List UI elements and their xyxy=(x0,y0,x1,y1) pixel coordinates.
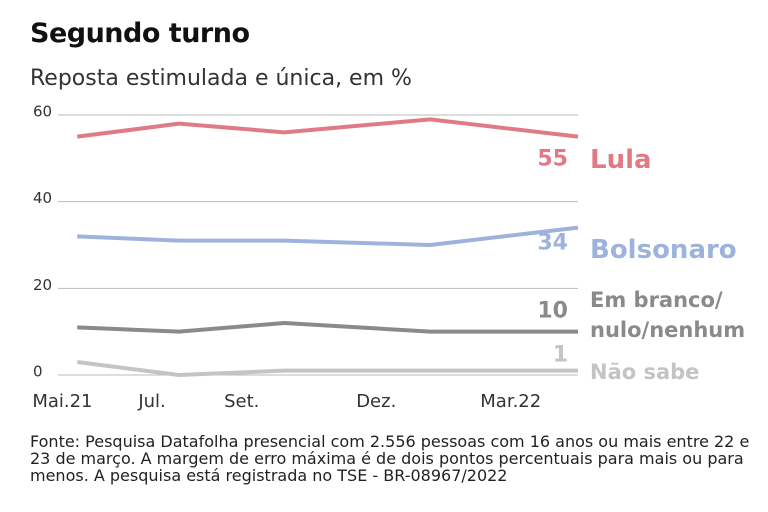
series-line xyxy=(76,117,579,139)
legend-label: Bolsonaro xyxy=(590,235,737,265)
legend-label: Não sabe xyxy=(590,360,700,384)
series-line xyxy=(76,360,578,377)
series-line xyxy=(77,321,578,334)
legend-label: Lula xyxy=(590,145,652,175)
chart-title: Segundo turno xyxy=(30,18,250,49)
end-value-label: 10 xyxy=(537,299,568,324)
series-line xyxy=(77,225,579,247)
y-tick-label: 20 xyxy=(33,276,52,294)
y-tick-label: 0 xyxy=(33,363,43,381)
legend-label: Em branco/ nulo/nenhum xyxy=(590,288,746,342)
x-tick-label: Set. xyxy=(224,391,259,412)
x-tick-label: Dez. xyxy=(356,391,396,412)
source-note: Fonte: Pesquisa Datafolha presencial com… xyxy=(30,432,750,485)
chart-subtitle: Reposta estimulada e única, em % xyxy=(30,66,412,91)
end-value-label: 34 xyxy=(537,231,568,256)
x-tick-label: Jul. xyxy=(137,391,165,412)
y-tick-label: 60 xyxy=(33,103,52,121)
y-tick-label: 40 xyxy=(33,189,52,207)
x-tick-label: Mar.22 xyxy=(480,391,541,412)
end-value-label: 1 xyxy=(553,343,568,368)
x-tick-label: Mai.21 xyxy=(32,391,92,412)
end-value-label: 55 xyxy=(537,147,568,172)
